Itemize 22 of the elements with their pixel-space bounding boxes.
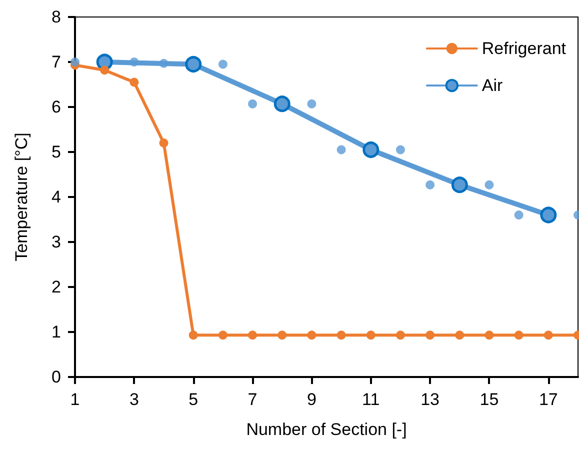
x-tick-label: 11 <box>362 390 380 409</box>
y-tick-label: 3 <box>52 232 61 252</box>
y-tick-label: 2 <box>52 278 61 296</box>
x-tick-label: 5 <box>188 390 198 409</box>
legend-label: Refrigerant <box>482 39 566 58</box>
x-tick-label: 17 <box>538 390 558 409</box>
y-tick-label: 5 <box>52 142 61 162</box>
y-tick-label: 0 <box>52 368 61 386</box>
y-tick-label: 8 <box>52 8 61 26</box>
x-axis-title: Number of Section [-] <box>246 420 407 439</box>
y-tick-label: 6 <box>52 98 61 116</box>
x-tick-label: 7 <box>248 390 258 409</box>
x-tick-label: 9 <box>306 390 316 409</box>
x-tick-label: 1 <box>70 390 80 409</box>
y-tick-label: 7 <box>52 52 61 72</box>
y-tick-label: 1 <box>52 322 61 342</box>
legend-label: Air <box>482 76 504 95</box>
x-tick-label: 15 <box>480 390 499 409</box>
x-tick-label: 3 <box>129 390 139 409</box>
y-tick-label: 4 <box>52 188 61 206</box>
x-tick-label: 13 <box>420 390 440 409</box>
y-axis-title: Temperature [°C] <box>12 132 31 262</box>
